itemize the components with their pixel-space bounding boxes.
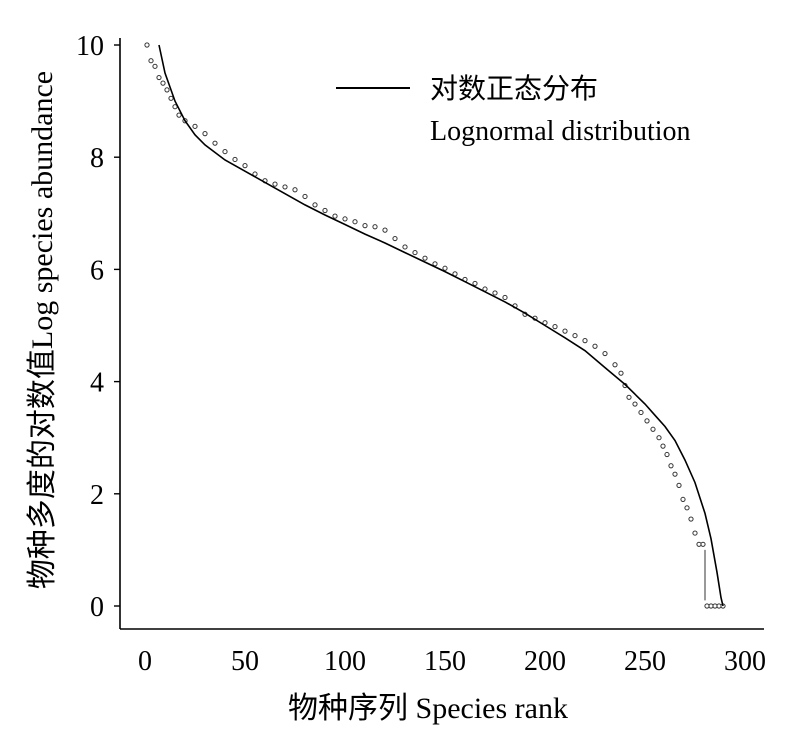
data-point [632,401,638,407]
data-point [232,156,238,163]
data-point [202,131,208,137]
x-tick-label: 50 [231,646,259,677]
data-point [342,216,348,222]
data-point [282,184,288,190]
legend: 对数正态分布 Lognormal distribution [336,73,691,147]
data-point [602,350,608,357]
data-point [312,202,318,208]
data-point [676,482,682,488]
data-point [472,280,478,287]
x-tick-label: 100 [324,646,366,677]
data-point [160,80,166,86]
data-point [668,463,674,469]
data-point [618,370,624,376]
data-point [592,343,598,349]
data-point [672,471,678,477]
data-point [144,42,150,48]
y-axis-title: 物种多度的对数值Log species abundance [26,71,59,589]
data-point [552,324,558,330]
data-point [612,362,618,368]
y-tick-label: 10 [76,31,104,62]
x-tick-label: 150 [424,646,466,677]
data-point [168,95,174,101]
y-ticks: 0 2 4 6 8 10 [76,31,120,623]
data-point [442,265,448,271]
data-point [164,87,170,93]
x-tick-label: 0 [138,646,152,677]
data-point [182,118,188,124]
data-point [372,224,378,230]
x-tick-label: 300 [724,646,766,677]
data-point [432,261,438,267]
data-point [660,443,666,449]
data-point [688,516,694,522]
data-point [176,112,182,118]
data-point [626,394,632,400]
data-point [638,409,644,416]
data-point [148,58,154,64]
data-point [382,227,388,233]
legend-label-zh: 对数正态分布 [430,73,598,105]
data-point [192,123,198,129]
legend-label-en: Lognormal distribution [430,116,691,147]
data-point [644,418,650,424]
data-point [392,235,398,242]
y-tick-label: 6 [90,255,104,286]
data-point [242,163,248,169]
data-point [302,193,308,200]
data-point [562,328,568,334]
data-point [492,290,498,296]
data-point [650,426,656,432]
data-point [502,294,508,301]
data-point [572,332,578,339]
data-point [582,338,588,344]
axes [119,38,764,630]
lognormal-curve [158,44,724,607]
data-point [362,223,368,229]
data-point [152,63,158,69]
x-tick-label: 250 [624,646,666,677]
data-point [332,213,338,219]
data-point [212,140,218,146]
data-point [292,187,298,193]
x-ticks: 0 50 100 150 200 250 300 [138,646,766,677]
data-point [322,207,328,214]
y-tick-label: 4 [90,368,104,399]
y-tick-label: 8 [90,143,104,174]
data-point [156,74,162,81]
data-point [412,249,418,256]
data-point [664,451,670,458]
x-axis-title: 物种序列 Species rank [288,692,568,725]
data-point [656,435,662,441]
data-point [684,505,690,511]
data-markers [144,42,726,609]
data-point [700,541,706,547]
data-point [422,255,428,261]
data-point [272,181,278,187]
lognormal-curve-group [158,44,724,607]
data-point [680,496,686,503]
y-tick-label: 2 [90,480,104,511]
data-point [352,219,358,225]
y-tick-label: 0 [90,592,104,623]
data-point [222,148,228,155]
x-tick-label: 200 [524,646,566,677]
data-point [692,530,698,536]
data-point [402,244,408,250]
